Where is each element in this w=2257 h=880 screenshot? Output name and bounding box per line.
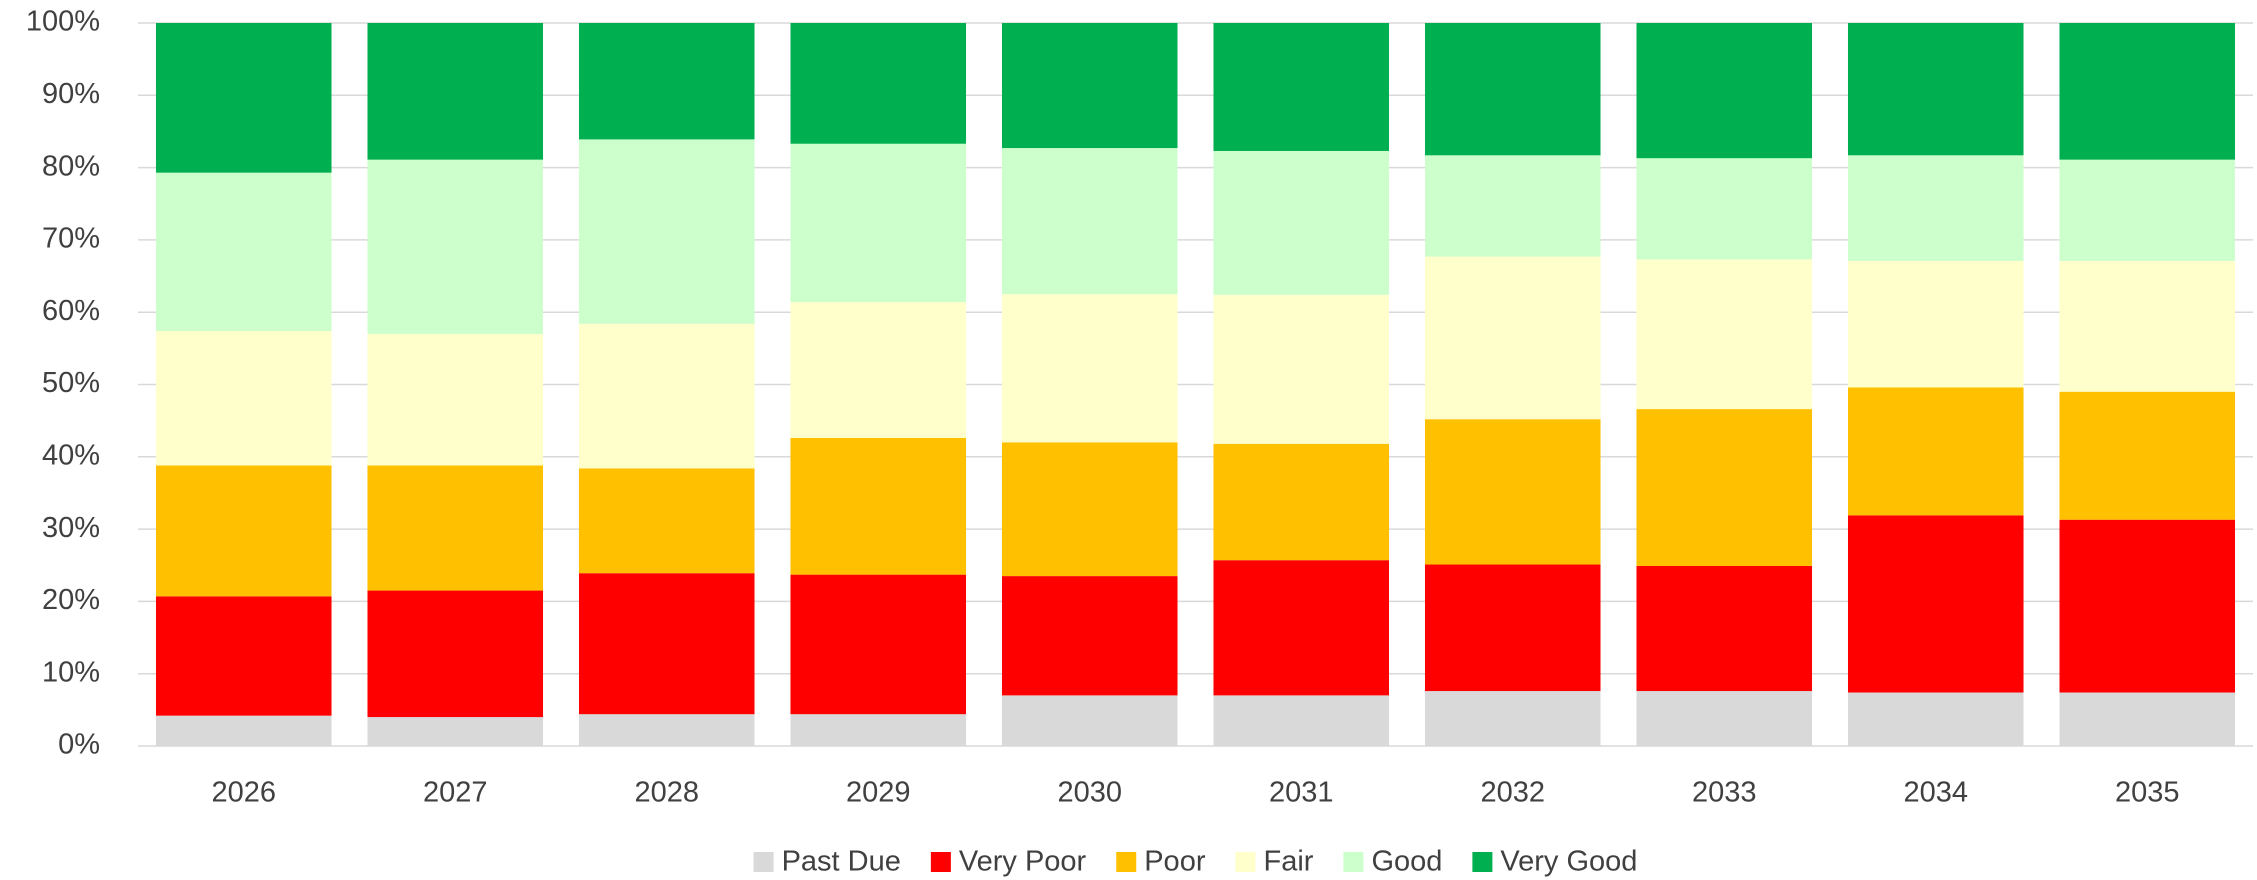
bar-segment: [1636, 23, 1813, 159]
bar-segment: [2059, 260, 2236, 392]
bar-segment: [1213, 560, 1390, 696]
bar-segment: [1424, 256, 1601, 420]
bar-segment: [1847, 23, 2024, 156]
bar-segment: [367, 590, 544, 718]
legend-label: Fair: [1263, 846, 1313, 878]
bar-segment: [2059, 159, 2236, 261]
bar-segment: [367, 333, 544, 466]
bar-segment: [155, 715, 332, 746]
bar-segment: [1424, 23, 1601, 156]
bar-segment: [1636, 409, 1813, 566]
bar-segment: [1847, 387, 2024, 516]
bar-segment: [578, 323, 755, 469]
legend-swatch: [753, 852, 774, 872]
legend-label: Good: [1371, 846, 1442, 878]
y-tick-label: 10%: [42, 656, 100, 688]
bar-segment: [2059, 391, 2236, 520]
legend-label: Very Poor: [959, 846, 1087, 878]
x-tick-label: 2030: [1057, 777, 1122, 809]
bar-segment: [1847, 692, 2024, 746]
bar-segment: [155, 465, 332, 597]
x-tick-label: 2034: [1903, 777, 1968, 809]
bar-segment: [1001, 148, 1178, 295]
x-tick-label: 2032: [1480, 777, 1545, 809]
bar-segment: [1001, 576, 1178, 696]
y-tick-label: 70%: [42, 223, 100, 255]
bar-segment: [1424, 419, 1601, 565]
bar-segment: [1424, 564, 1601, 692]
bar-segment: [1001, 695, 1178, 746]
x-tick-label: 2028: [634, 777, 699, 809]
bar-segment: [578, 573, 755, 715]
bar-segment: [367, 23, 544, 160]
bar-segment: [1001, 23, 1178, 149]
bar-segment: [155, 23, 332, 173]
bar-segment: [1636, 565, 1813, 692]
bar-segment: [1847, 515, 2024, 693]
x-tick-label: 2035: [2115, 777, 2180, 809]
legend-swatch: [1235, 852, 1256, 872]
y-tick-label: 30%: [42, 512, 100, 544]
bar-segment: [155, 330, 332, 466]
bar-segment: [790, 143, 967, 303]
bar-segment: [155, 596, 332, 716]
bar-segment: [790, 438, 967, 575]
y-tick-label: 80%: [42, 150, 100, 182]
x-tick-label: 2029: [846, 777, 911, 809]
bar-segment: [1636, 259, 1813, 410]
bar-segment: [1213, 695, 1390, 746]
bar-segment: [2059, 23, 2236, 160]
bar-segment: [578, 714, 755, 746]
y-tick-label: 100%: [26, 6, 100, 38]
x-tick-label: 2027: [423, 777, 488, 809]
legend-swatch: [930, 852, 951, 872]
bar-segment: [1636, 691, 1813, 746]
bar-segment: [367, 159, 544, 334]
bar-segment: [1213, 23, 1390, 151]
legend-label: Past Due: [782, 846, 901, 878]
legend-label: Poor: [1144, 846, 1206, 878]
bar-segment: [1213, 150, 1390, 295]
y-tick-label: 50%: [42, 367, 100, 399]
bar-segment: [2059, 519, 2236, 693]
legend-swatch: [1343, 852, 1364, 872]
bar-segment: [578, 23, 755, 140]
y-tick-label: 20%: [42, 584, 100, 616]
x-tick-label: 2031: [1269, 777, 1334, 809]
bar-segment: [1213, 443, 1390, 561]
x-tick-label: 2033: [1692, 777, 1757, 809]
y-tick-label: 40%: [42, 439, 100, 471]
bar-segment: [790, 302, 967, 439]
bar-segment: [2059, 692, 2236, 746]
bar-segment: [367, 465, 544, 591]
x-tick-label: 2026: [211, 777, 276, 809]
bar-segment: [1424, 691, 1601, 746]
bar-segment: [790, 714, 967, 746]
bar-segment: [790, 23, 967, 144]
bar-segment: [367, 717, 544, 746]
bar-segment: [1001, 442, 1178, 577]
y-tick-label: 60%: [42, 295, 100, 327]
bar-segment: [790, 574, 967, 715]
bar-segment: [1213, 294, 1390, 444]
bar-segment: [1636, 158, 1813, 260]
bar-segment: [1001, 294, 1178, 443]
legend-swatch: [1472, 852, 1493, 872]
bar-segment: [1847, 155, 2024, 261]
bar-segment: [155, 172, 332, 331]
bar-segment: [578, 468, 755, 574]
bar-segment: [1424, 155, 1601, 257]
bar-segment: [1847, 260, 2024, 388]
legend-swatch: [1116, 852, 1137, 872]
y-tick-label: 0%: [58, 729, 100, 761]
bar-segment: [578, 139, 755, 324]
y-tick-label: 90%: [42, 78, 100, 110]
legend-label: Very Good: [1500, 846, 1637, 878]
